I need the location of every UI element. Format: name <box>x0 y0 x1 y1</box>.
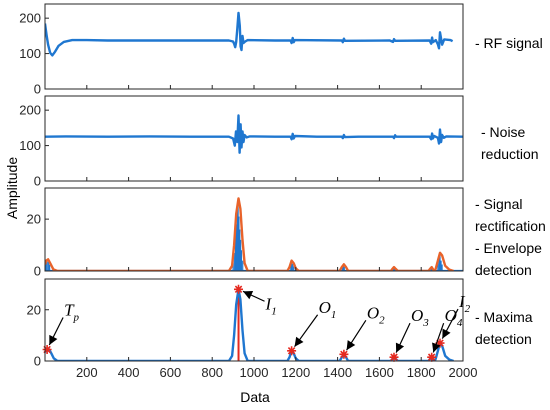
plot-area-4 <box>45 288 454 361</box>
panel-label-2-0: - Noise <box>481 124 526 140</box>
x-tick-label: 200 <box>76 365 98 380</box>
annotation-arrowhead-1 <box>243 291 254 300</box>
axes-frame-2 <box>44 95 464 182</box>
panel-4: 0 20 200 400 600 800 1000 1200 1400 1600 1800 2000 -… <box>27 278 533 380</box>
y-tick-label: 0 <box>34 264 41 279</box>
panel-label-4-0: - Maxima <box>475 309 533 325</box>
maximum-point-4 <box>389 352 399 362</box>
x-tick-label: 1800 <box>407 365 436 380</box>
series-line-1-0 <box>45 11 454 57</box>
plot-area-2 <box>45 114 463 154</box>
annotation-label-3: O2 <box>367 303 385 326</box>
panel-label-2-1: reduction <box>481 146 539 162</box>
panel-label-1-0: - RF signal <box>475 35 543 51</box>
panel-label-3-3: detection <box>475 262 532 278</box>
annotation-arrowhead-5 <box>432 342 441 353</box>
annotation-arrowhead-6 <box>442 328 451 339</box>
annotation-arrowhead-0 <box>49 334 58 345</box>
annotation-label-6: I2 <box>458 292 471 315</box>
axes-frame-3 <box>44 187 464 272</box>
panel-label-3-0: - Signal <box>475 196 522 212</box>
plot-area-3 <box>45 197 463 271</box>
series-line-3-0 <box>45 197 454 271</box>
annotation-arrowhead-3 <box>346 340 356 351</box>
annotation-label-2: O1 <box>319 298 337 321</box>
annotation-label-4: O3 <box>411 306 429 329</box>
annotation-label-5: O4 <box>445 306 463 329</box>
maximum-point-6 <box>435 338 445 348</box>
series-line-2-0 <box>45 114 463 154</box>
panel-3: 0 20 - Signal rectification - Envelope detect… <box>27 187 546 279</box>
y-tick-label: 0 <box>34 354 41 369</box>
x-tick-label: 400 <box>118 365 140 380</box>
y-tick-label: 100 <box>19 138 41 153</box>
maximum-point-5 <box>427 352 437 362</box>
y-tick-label: 200 <box>19 103 41 118</box>
x-tick-label: 1000 <box>240 365 269 380</box>
y-tick-label: 200 <box>19 11 41 26</box>
y-tick-label: 0 <box>34 82 41 97</box>
annotation-arrowhead-2 <box>294 336 304 347</box>
x-tick-label: 600 <box>160 365 182 380</box>
y-tick-label: 20 <box>27 302 41 317</box>
maximum-point-3 <box>339 349 349 359</box>
y-tick-label: 0 <box>34 174 41 189</box>
panel-1: 0 100 200 - RF signal <box>19 3 543 97</box>
maximum-point-1 <box>234 284 243 294</box>
panel-label-3-2: - Envelope <box>475 240 542 256</box>
x-axis-label: Data <box>240 389 270 405</box>
plot-area-1 <box>45 11 454 57</box>
annotation-label-1: I1 <box>265 294 277 317</box>
y-tick-label: 20 <box>27 212 41 227</box>
x-tick-label: 800 <box>201 365 223 380</box>
panel-label-4-1: detection <box>475 331 532 347</box>
x-tick-label: 1600 <box>365 365 394 380</box>
x-tick-label: 2000 <box>449 365 478 380</box>
maximum-point-2 <box>287 346 297 356</box>
y-axis-label: Amplitude <box>4 157 20 219</box>
x-tick-label: 1400 <box>323 365 352 380</box>
axes-frame-1 <box>44 3 464 90</box>
panel-label-3-1: rectification <box>475 218 546 234</box>
y-tick-label: 100 <box>19 46 41 61</box>
annotation-arrowhead-4 <box>395 342 405 353</box>
series-line-4-0 <box>45 288 454 361</box>
panel-2: 0 100 200 - Noise reduction <box>19 95 539 189</box>
annotation-label-0: Tp <box>64 300 79 323</box>
maximum-point-0 <box>42 345 52 354</box>
x-tick-label: 1200 <box>281 365 310 380</box>
